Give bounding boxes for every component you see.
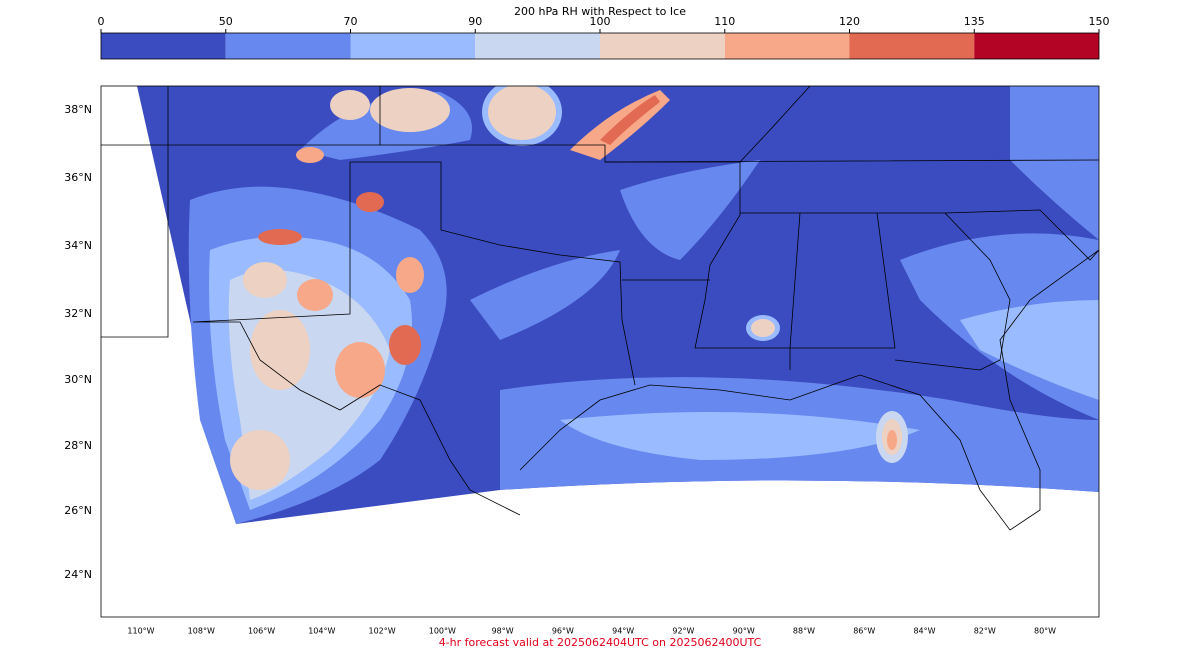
longitude-label: 90°W bbox=[733, 627, 755, 636]
latitude-label: 32°N bbox=[64, 307, 92, 320]
longitude-label: 108°W bbox=[188, 627, 215, 636]
map-field bbox=[101, 86, 1099, 531]
colorbar-tick-label: 50 bbox=[219, 15, 233, 28]
latitude-labels: 38°N 36°N 34°N 32°N 30°N 28°N 26°N 24°N bbox=[64, 103, 92, 581]
latitude-label: 30°N bbox=[64, 373, 92, 386]
latitude-label: 24°N bbox=[64, 568, 92, 581]
longitude-label: 104°W bbox=[308, 627, 335, 636]
colorbar-tick-label: 120 bbox=[839, 15, 860, 28]
colorbar-tick-label: 70 bbox=[344, 15, 358, 28]
latitude-label: 26°N bbox=[64, 504, 92, 517]
colorbar-segment bbox=[225, 33, 351, 59]
longitude-label: 80°W bbox=[1034, 627, 1056, 636]
longitude-label: 100°W bbox=[429, 627, 456, 636]
longitude-label: 110°W bbox=[127, 627, 154, 636]
longitude-label: 84°W bbox=[913, 627, 935, 636]
longitude-label: 82°W bbox=[974, 627, 996, 636]
longitude-label: 96°W bbox=[552, 627, 574, 636]
longitude-label: 98°W bbox=[492, 627, 514, 636]
colorbar-segment bbox=[350, 33, 476, 59]
colorbar-tick-label: 135 bbox=[964, 15, 985, 28]
longitude-label: 106°W bbox=[248, 627, 275, 636]
map-frame bbox=[100, 85, 1100, 618]
colorbar-segment bbox=[600, 33, 725, 59]
forecast-footer: 4-hr forecast valid at 2025062404UTC on … bbox=[439, 636, 762, 649]
colorbar-segment bbox=[974, 33, 1099, 59]
colorbar-segment bbox=[724, 33, 850, 59]
latitude-label: 28°N bbox=[64, 439, 92, 452]
longitude-label: 86°W bbox=[853, 627, 875, 636]
colorbar-tick-label: 100 bbox=[590, 15, 611, 28]
longitude-label: 94°W bbox=[612, 627, 634, 636]
colorbar-tick-label: 90 bbox=[468, 15, 482, 28]
colorbar-segment bbox=[475, 33, 600, 59]
rh-contours bbox=[188, 86, 1099, 524]
colorbar-segment bbox=[101, 33, 226, 59]
colorbar-title: 200 hPa RH with Respect to Ice bbox=[514, 5, 686, 18]
colorbar: 0 50 70 90 100 110 120 135 150 bbox=[98, 15, 1110, 60]
latitude-label: 36°N bbox=[64, 171, 92, 184]
longitude-label: 88°W bbox=[793, 627, 815, 636]
colorbar-tick-label: 110 bbox=[714, 15, 735, 28]
colorbar-tick-label: 150 bbox=[1089, 15, 1110, 28]
longitude-label: 92°W bbox=[672, 627, 694, 636]
latitude-label: 34°N bbox=[64, 239, 92, 252]
latitude-label: 38°N bbox=[64, 103, 92, 116]
longitude-label: 102°W bbox=[368, 627, 395, 636]
colorbar-tick-label: 0 bbox=[98, 15, 105, 28]
state-borders bbox=[101, 86, 1099, 531]
colorbar-segment bbox=[849, 33, 975, 59]
longitude-labels: 110°W 108°W 106°W 104°W 102°W 100°W 98°W 96°W 94… bbox=[127, 627, 1056, 636]
